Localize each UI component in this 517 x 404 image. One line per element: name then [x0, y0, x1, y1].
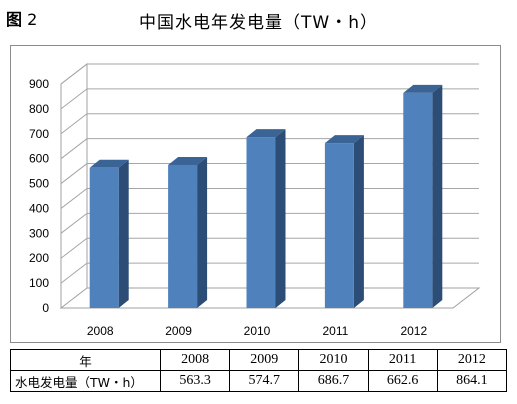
- bar-top: [89, 159, 129, 168]
- bar-side: [275, 129, 286, 308]
- y-tick-label: 200: [29, 251, 49, 265]
- bar-side: [353, 135, 364, 308]
- table-year-cell: 2010: [298, 349, 369, 371]
- bar-top: [403, 84, 443, 93]
- y-tick-label: 0: [42, 301, 49, 315]
- bar-top: [168, 156, 208, 165]
- y-tick-label: 300: [29, 226, 49, 240]
- table-value-cell: 864.1: [436, 370, 508, 392]
- y-tick-label: 700: [29, 127, 49, 141]
- x-tick-label: 2011: [322, 324, 348, 338]
- figure-label-number: 2: [27, 10, 38, 29]
- data-table: 年 2008 2009 2010 2011 2012 水电发电量（TW・h） 5…: [10, 349, 508, 392]
- table-year-cell: 2011: [367, 349, 438, 371]
- table-year-cell: 2012: [436, 349, 508, 371]
- x-tick-label: 2008: [87, 324, 114, 338]
- table-value-cell: 574.7: [229, 370, 300, 392]
- gridline: [60, 113, 479, 135]
- bar: [168, 164, 198, 308]
- figure-label-prefix: 图: [6, 10, 23, 29]
- y-tick-label: 900: [29, 77, 49, 91]
- x-tick-label: 2012: [400, 324, 427, 338]
- bar: [324, 143, 354, 308]
- table-value-cell: 563.3: [159, 370, 231, 392]
- table-value-cell: 662.6: [367, 370, 438, 392]
- bar-side: [432, 84, 443, 308]
- chart-frame: 0 100 200 300 400 500 600 700 800 900 2008 2009 2010…: [10, 45, 501, 343]
- y-tick-label: 800: [29, 102, 49, 116]
- x-tick-label: 2009: [165, 324, 192, 338]
- bar: [246, 137, 276, 308]
- table-year-cell: 2008: [159, 349, 231, 371]
- table-row: 年 2008 2009 2010 2011 2012: [10, 349, 508, 371]
- y-tick-label: 100: [29, 276, 49, 290]
- bar-top: [324, 135, 364, 144]
- gridline: [60, 88, 479, 110]
- bar: [89, 167, 119, 308]
- table-value-cell: 686.7: [298, 370, 369, 392]
- table-row: 水电发电量（TW・h） 563.3 574.7 686.7 662.6 864.…: [10, 370, 508, 392]
- gridline: [60, 63, 479, 85]
- left-wall-outline: [60, 62, 88, 308]
- chart-title: 中国水电年发电量（TW・h）: [139, 13, 378, 33]
- table-row-label: 水电发电量（TW・h）: [10, 370, 161, 392]
- x-tick-label: 2010: [244, 324, 271, 338]
- table-header-label: 年: [10, 349, 161, 371]
- table-year-cell: 2009: [229, 349, 300, 371]
- y-tick-label: 500: [29, 177, 49, 191]
- bar-side: [118, 159, 129, 308]
- bar: [403, 92, 433, 308]
- bar-top: [246, 129, 286, 138]
- bar-chart: 0 100 200 300 400 500 600 700 800 900 2008 2009 2010…: [29, 62, 481, 338]
- bar-side: [197, 156, 208, 308]
- y-tick-label: 600: [29, 152, 49, 166]
- figure-label: 图 2: [6, 6, 37, 30]
- y-tick-label: 400: [29, 201, 49, 215]
- floor-outline: [59, 287, 481, 309]
